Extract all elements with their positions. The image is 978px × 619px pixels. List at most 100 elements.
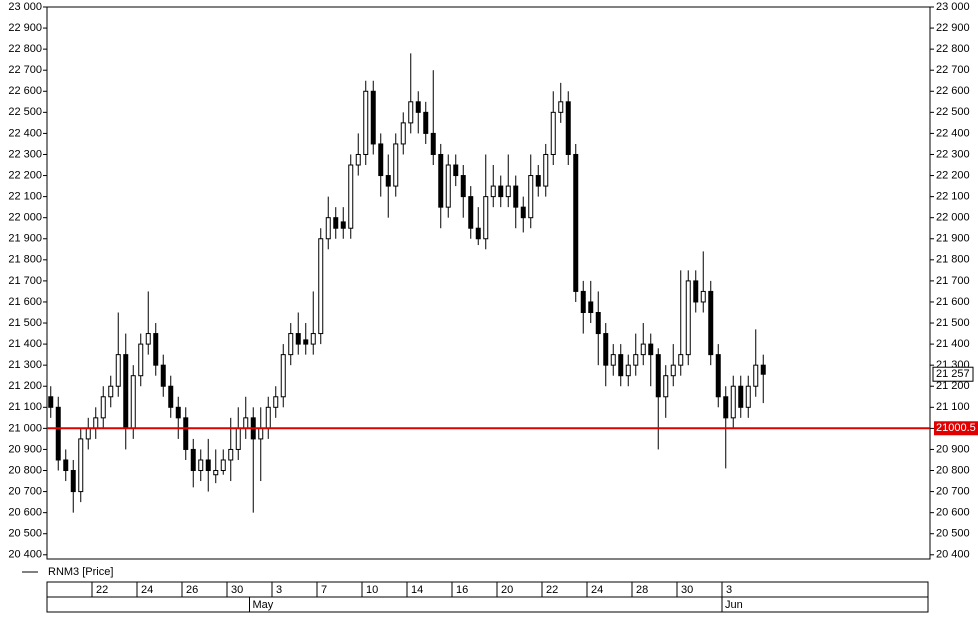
- candle-body: [138, 343, 144, 377]
- y-tick-label-right: 21 400: [936, 338, 970, 350]
- candle-body: [48, 396, 54, 408]
- y-tick-label: 22 200: [8, 169, 42, 181]
- candle-body: [145, 333, 151, 345]
- y-tick-label: 21 800: [8, 254, 42, 266]
- y-tick-label: 22 500: [8, 106, 42, 118]
- candle-body: [558, 101, 564, 113]
- candle-body: [550, 111, 556, 155]
- y-tick-label: 22 400: [8, 127, 42, 139]
- x-tick-label: 14: [411, 584, 423, 596]
- candle-body: [363, 90, 369, 155]
- candle-body: [580, 290, 586, 313]
- x-tick-label: 30: [231, 584, 243, 596]
- candle-body: [325, 217, 331, 240]
- y-tick-label: 21 700: [8, 275, 42, 287]
- y-tick-label-right: 20 400: [936, 549, 970, 561]
- candle-body: [460, 175, 466, 198]
- y-tick-label: 20 800: [8, 464, 42, 476]
- candle-body: [160, 364, 166, 387]
- y-tick-label-right: 22 600: [936, 85, 970, 97]
- candle-body: [738, 385, 744, 408]
- candle-body: [288, 333, 294, 356]
- x-tick-label: 20: [501, 584, 513, 596]
- x-tick-label: 7: [321, 584, 327, 596]
- x-tick-label: 16: [456, 584, 468, 596]
- y-tick-label: 20 900: [8, 443, 42, 455]
- candle-body: [115, 354, 121, 387]
- candle-body: [265, 406, 271, 429]
- candle-body: [355, 153, 361, 166]
- candle-body: [468, 196, 474, 229]
- candle-body: [318, 238, 324, 335]
- y-tick-label: 22 100: [8, 191, 42, 203]
- candle-body: [595, 311, 601, 335]
- candle-body: [235, 427, 241, 450]
- candle-body: [295, 333, 301, 345]
- y-tick-label: 21 100: [8, 401, 42, 413]
- candle-body: [730, 385, 736, 419]
- candle-body: [700, 290, 706, 303]
- y-tick-label: 22 000: [8, 212, 42, 224]
- candle-body: [633, 354, 639, 366]
- candle-body: [175, 406, 181, 419]
- reference-label: 21000.5: [936, 422, 976, 434]
- candle-body: [415, 101, 421, 113]
- candle-body: [708, 290, 714, 356]
- candle-body: [348, 164, 354, 229]
- candle-body: [543, 153, 549, 187]
- candle-body: [220, 459, 226, 472]
- candle-body: [513, 185, 519, 208]
- candle-body: [723, 396, 729, 419]
- y-tick-label-right: 20 600: [936, 507, 970, 519]
- x-tick-label: 24: [141, 584, 153, 596]
- month-label: May: [253, 599, 274, 611]
- candle-body: [505, 185, 511, 198]
- y-tick-label: 22 700: [8, 64, 42, 76]
- y-tick-label-right: 22 200: [936, 169, 970, 181]
- candle-body: [243, 417, 249, 429]
- candle-body: [78, 438, 84, 493]
- candle-body: [340, 221, 346, 229]
- candle-body: [63, 459, 69, 472]
- y-tick-label-right: 23 000: [936, 1, 970, 13]
- candle-body: [588, 301, 594, 313]
- candle-body: [640, 343, 646, 356]
- y-tick-label-right: 22 500: [936, 106, 970, 118]
- y-tick-label: 20 700: [8, 485, 42, 497]
- y-tick-label: 21 300: [8, 359, 42, 371]
- y-tick-label-right: 21 100: [936, 401, 970, 413]
- candle-body: [648, 343, 654, 356]
- candle-body: [183, 417, 189, 450]
- x-tick-label: 22: [96, 584, 108, 596]
- y-tick-label: 22 800: [8, 43, 42, 55]
- y-tick-label: 20 500: [8, 528, 42, 540]
- candle-body: [670, 364, 676, 377]
- month-label: Jun: [725, 599, 743, 611]
- y-tick-label-right: 22 700: [936, 64, 970, 76]
- y-tick-label-right: 20 500: [936, 528, 970, 540]
- y-tick-label-right: 22 300: [936, 148, 970, 160]
- candle-body: [385, 175, 391, 187]
- candle-body: [190, 448, 196, 472]
- candle-body: [130, 375, 136, 429]
- y-tick-label: 22 300: [8, 148, 42, 160]
- y-tick-label: 22 900: [8, 22, 42, 34]
- candle-body: [565, 101, 571, 155]
- y-tick-label: 23 000: [8, 1, 42, 13]
- x-tick-label: 22: [546, 584, 558, 596]
- x-tick-label: 26: [186, 584, 198, 596]
- candle-body: [370, 90, 376, 145]
- y-tick-label: 21 200: [8, 380, 42, 392]
- y-tick-label: 21 900: [8, 233, 42, 245]
- candle-body: [745, 385, 751, 408]
- candle-body: [753, 364, 759, 387]
- y-tick-label: 21 000: [8, 422, 42, 434]
- candle-body: [258, 427, 264, 440]
- candle-body: [520, 206, 526, 219]
- candle-body: [303, 339, 309, 345]
- candle-body: [108, 385, 114, 398]
- y-tick-label-right: 21 600: [936, 296, 970, 308]
- candle-body: [280, 354, 286, 398]
- y-tick-label: 20 400: [8, 549, 42, 561]
